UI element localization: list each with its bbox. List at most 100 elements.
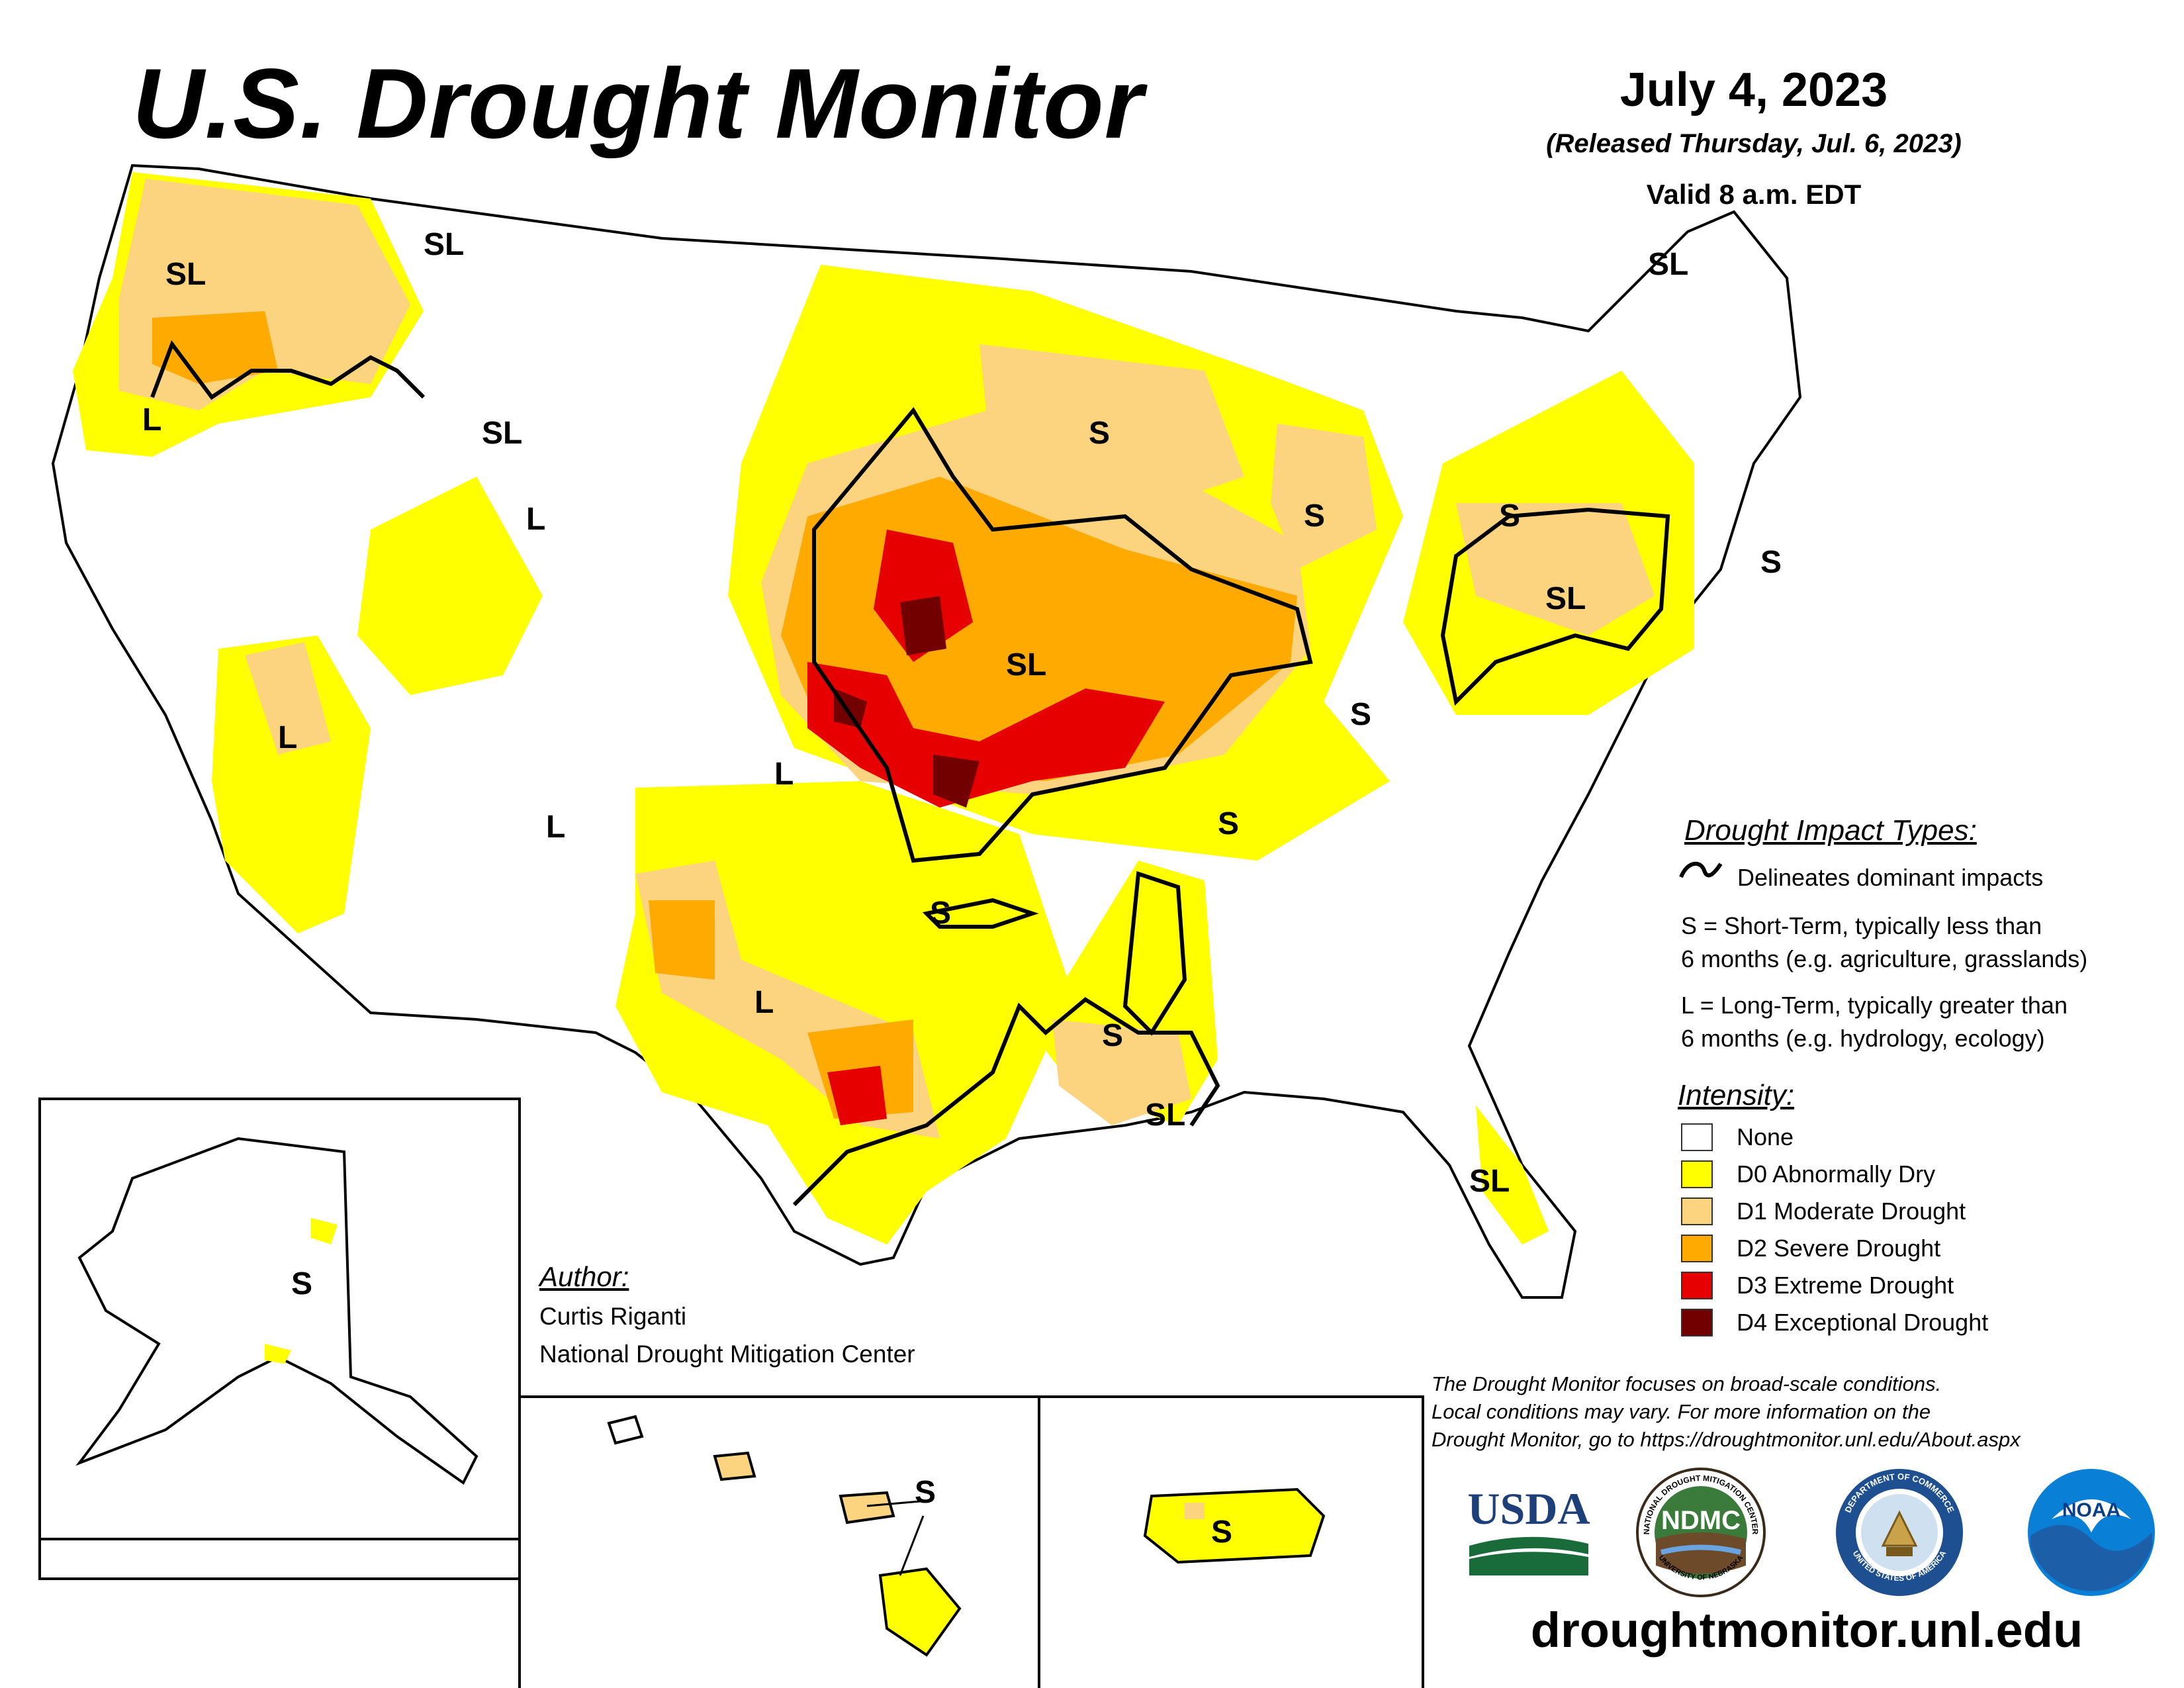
legend-label: D0 Abnormally Dry <box>1737 1160 1936 1188</box>
impact-line-northeast <box>1440 507 1670 706</box>
d1-michigan <box>1271 424 1377 569</box>
d3-areas <box>807 530 1165 1125</box>
department-of-commerce-logo: DEPARTMENT OF COMMERCE UNITED STATES OF … <box>1836 1469 1963 1596</box>
label-s: S <box>930 896 951 931</box>
impact-line-mississippi <box>1122 870 1187 1036</box>
label-s: S <box>1760 545 1782 580</box>
label-sl: SL <box>165 257 206 292</box>
legend-swatch <box>1681 1235 1713 1262</box>
page-title: U.S. Drought Monitor <box>132 48 1144 159</box>
label-l: L <box>142 402 161 438</box>
disclaimer: The Drought Monitor focuses on broad-sca… <box>1432 1370 2166 1454</box>
impact-legend-long-term: L = Long-Term, typically greater than <box>1681 992 2068 1019</box>
website-url[interactable]: droughtmonitor.unl.edu <box>1530 1603 2083 1658</box>
d0-nevada-california <box>212 635 371 933</box>
label-sl: SL <box>1648 247 1688 282</box>
impact-line-central <box>812 406 1313 863</box>
label-sl: SL <box>1145 1098 1185 1133</box>
label-s: S <box>291 1266 312 1301</box>
label-l: L <box>774 757 794 792</box>
d4-areas <box>834 596 979 808</box>
d4-kansas <box>834 688 867 728</box>
label-s: S <box>1211 1515 1232 1550</box>
d3-texas <box>827 1066 887 1125</box>
release-date: (Released Thursday, Jul. 6, 2023) <box>1546 129 1962 158</box>
island-oahu <box>713 1451 756 1481</box>
usda-logo-text: USDA <box>1467 1483 1590 1534</box>
legend-swatch <box>1681 1272 1713 1299</box>
d2-nm-texas <box>649 900 715 980</box>
d0-utah-wyoming <box>357 477 543 695</box>
impact-legend-heading: Drought Impact Types: <box>1684 814 1977 847</box>
disclaimer-line: Drought Monitor, go to https://droughtmo… <box>1432 1428 2021 1451</box>
impact-lines <box>150 340 1670 1207</box>
noaa-logo: NOAA <box>2028 1469 2155 1596</box>
intensity-legend: None D0 Abnormally Dry D1 Moderate Droug… <box>1681 1119 1988 1341</box>
legend-swatch <box>1681 1123 1713 1151</box>
author-name: Curtis Riganti <box>539 1303 687 1330</box>
ndmc-logo-text: NDMC <box>1661 1506 1741 1535</box>
legend-swatch <box>1681 1160 1713 1188</box>
d4-nebraska <box>900 596 946 655</box>
legend-item-d1: D1 Moderate Drought <box>1681 1193 1988 1230</box>
legend-item-d3: D3 Extreme Drought <box>1681 1267 1988 1304</box>
d3-nebraska <box>874 530 973 662</box>
legend-item-d4: D4 Exceptional Drought <box>1681 1304 1988 1341</box>
disclaimer-line: The Drought Monitor focuses on broad-sca… <box>1432 1372 1942 1395</box>
label-sl: SL <box>482 416 522 451</box>
impact-line-pacific-nw <box>150 340 426 400</box>
hawaii-label-leader <box>899 1515 925 1576</box>
author-heading: Author: <box>539 1261 629 1292</box>
legend-label: None <box>1737 1123 1794 1150</box>
label-s: S <box>1304 498 1325 534</box>
alaska-d0 <box>311 1218 338 1244</box>
intensity-legend-heading: Intensity: <box>1678 1079 1795 1111</box>
d1-upper-midwest <box>979 344 1244 516</box>
label-l: L <box>546 810 565 845</box>
d0-florida <box>1476 1105 1549 1244</box>
disclaimer-line: Local conditions may vary. For more info… <box>1432 1400 1931 1423</box>
label-l: L <box>526 502 545 537</box>
label-sl: SL <box>1006 647 1046 682</box>
label-sl: SL <box>424 227 464 262</box>
label-sl: SL <box>1469 1164 1510 1199</box>
label-s: S <box>1102 1018 1123 1053</box>
label-l: L <box>754 985 774 1020</box>
label-s: S <box>1499 498 1520 534</box>
label-l: L <box>278 720 297 755</box>
impact-legend-short-term: S = Short-Term, typically less than <box>1681 912 2042 939</box>
hawaii-islands <box>607 1415 962 1657</box>
ndmc-logo: NDMC NATIONAL DROUGHT MITIGATION CENTER … <box>1636 1468 1766 1597</box>
d1-mid-atlantic <box>1456 503 1655 635</box>
legend-item-d2: D2 Severe Drought <box>1681 1230 1988 1267</box>
d1-louisiana <box>1052 1019 1191 1125</box>
alaska-d0 <box>265 1344 291 1364</box>
legend-label: D2 Severe Drought <box>1737 1235 1941 1262</box>
d3-kansas-missouri <box>807 662 1165 808</box>
island-kauai <box>607 1415 644 1445</box>
puerto-rico-d1 <box>1185 1503 1205 1519</box>
d4-oklahoma-border <box>933 755 979 808</box>
legend-swatch <box>1681 1309 1713 1336</box>
map-date: July 4, 2023 <box>1619 64 1888 117</box>
island-maui <box>839 1491 895 1524</box>
label-s: S <box>1089 416 1110 451</box>
hawaii-label-leader <box>866 1500 921 1507</box>
valid-time: Valid 8 a.m. EDT <box>1646 179 1862 210</box>
author-organization: National Drought Mitigation Center <box>539 1340 915 1368</box>
legend-label: D4 Exceptional Drought <box>1737 1309 1989 1336</box>
legend-label: D1 Moderate Drought <box>1737 1197 1966 1225</box>
hawaii-inset-frame <box>518 1395 1040 1688</box>
impact-line-oklahoma <box>922 898 1039 929</box>
puerto-rico-outline <box>1143 1487 1326 1564</box>
delineation-sample-line <box>1679 861 1723 878</box>
d2-oregon <box>152 311 278 384</box>
impact-legend-long-term-detail: 6 months (e.g. hydrology, ecology) <box>1681 1025 2045 1052</box>
legend-item-none: None <box>1681 1119 1988 1156</box>
label-sl: SL <box>1545 581 1586 616</box>
noaa-logo-text: NOAA <box>2062 1499 2120 1521</box>
legend-swatch <box>1681 1197 1713 1225</box>
impact-line-texas <box>792 997 1220 1207</box>
island-big <box>878 1567 962 1657</box>
